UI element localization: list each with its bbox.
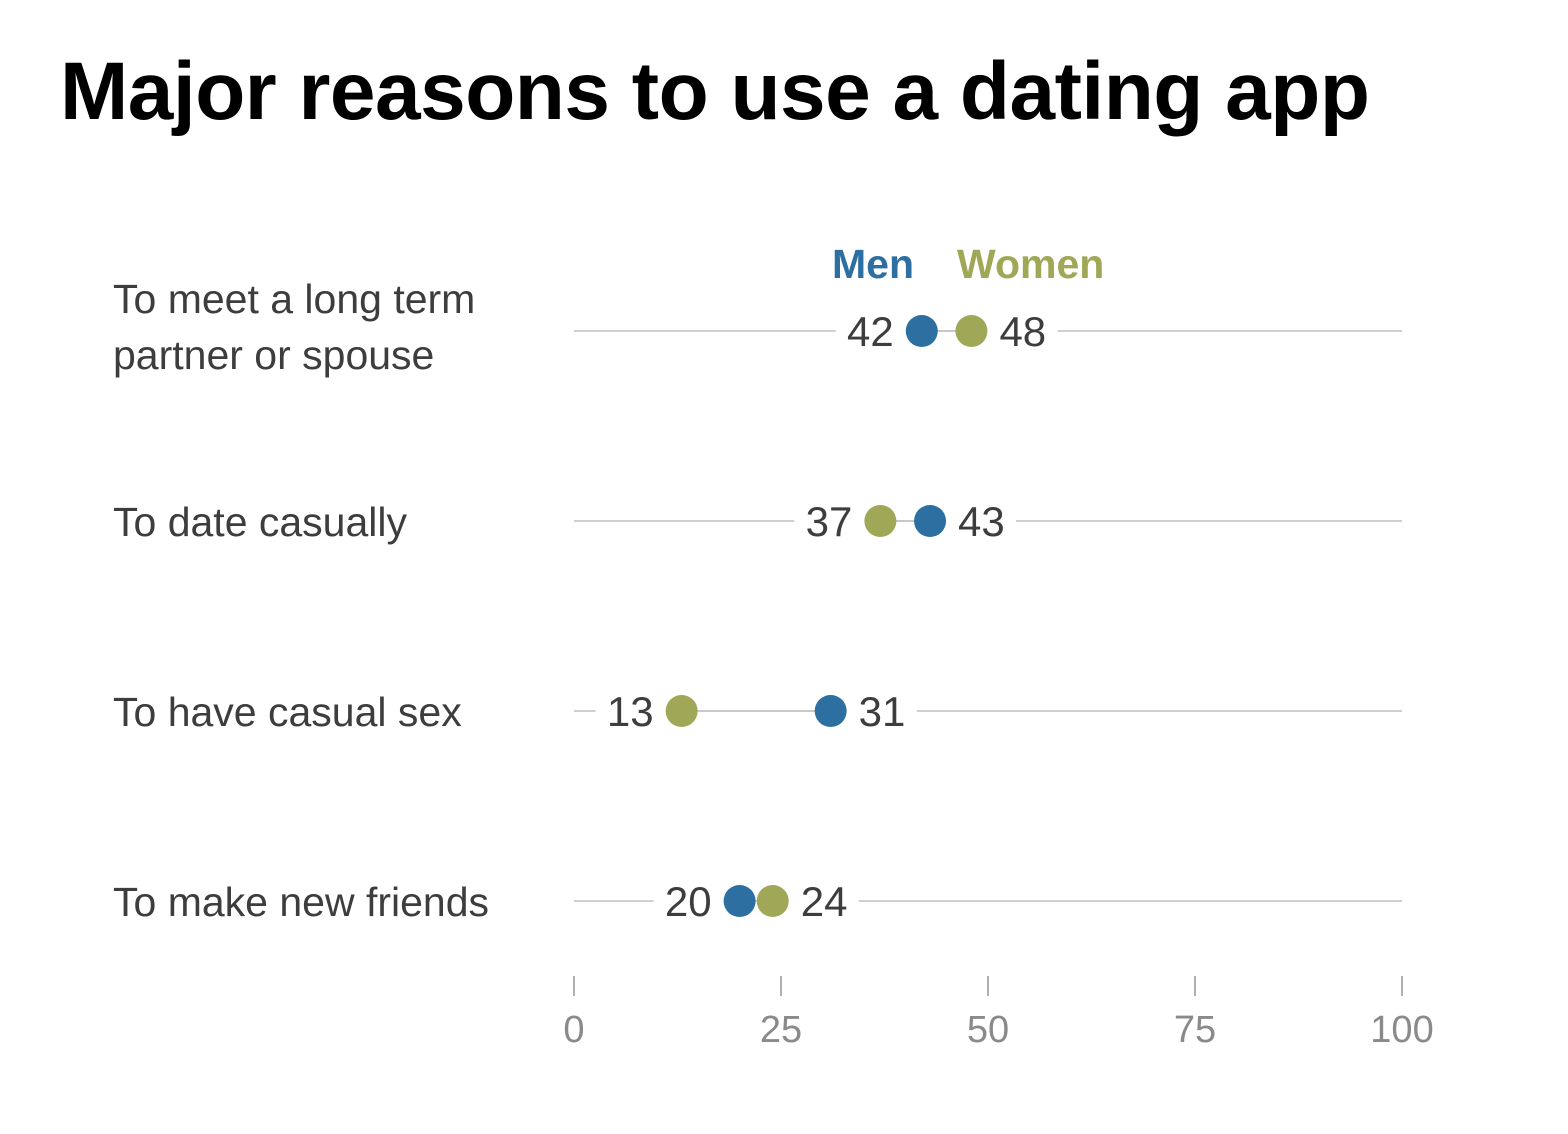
data-label-men: 31 <box>859 688 906 735</box>
category-label: To meet a long term partner or spouse <box>113 276 475 378</box>
data-label-women: 48 <box>999 308 1046 355</box>
x-axis: 0 25 50 75 100 <box>563 976 1434 1051</box>
legend-women: Women <box>957 241 1104 287</box>
data-label-women: 24 <box>801 878 848 925</box>
x-tick-label: 75 <box>1174 1009 1216 1051</box>
x-tick-label: 50 <box>967 1009 1009 1051</box>
data-label-women: 13 <box>607 688 654 735</box>
category-label: To make new friends <box>113 879 489 925</box>
dot-women <box>756 885 789 917</box>
dot-men <box>814 695 847 727</box>
dot-men <box>914 505 947 537</box>
data-label-women: 37 <box>806 498 853 545</box>
category-label: To date casually <box>113 499 408 545</box>
dot-women <box>955 315 988 347</box>
category-label: To have casual sex <box>113 689 462 735</box>
x-tick-label: 0 <box>563 1009 584 1051</box>
x-tick-label: 100 <box>1370 1009 1433 1051</box>
legend-men: Men <box>832 241 914 287</box>
dot-women <box>864 505 897 537</box>
data-label-men: 20 <box>665 878 712 925</box>
dot-women <box>665 695 698 727</box>
chart-legend: Men Women <box>832 241 1104 287</box>
data-label-men: 43 <box>958 498 1005 545</box>
dot-men <box>723 885 756 917</box>
dot-men <box>905 315 938 347</box>
page-title: Major reasons to use a dating app <box>60 46 1370 137</box>
x-tick-label: 25 <box>760 1009 802 1051</box>
chart-rows: To meet a long term partner or spouse 42 48… <box>113 276 1402 925</box>
data-label-men: 42 <box>847 308 894 355</box>
